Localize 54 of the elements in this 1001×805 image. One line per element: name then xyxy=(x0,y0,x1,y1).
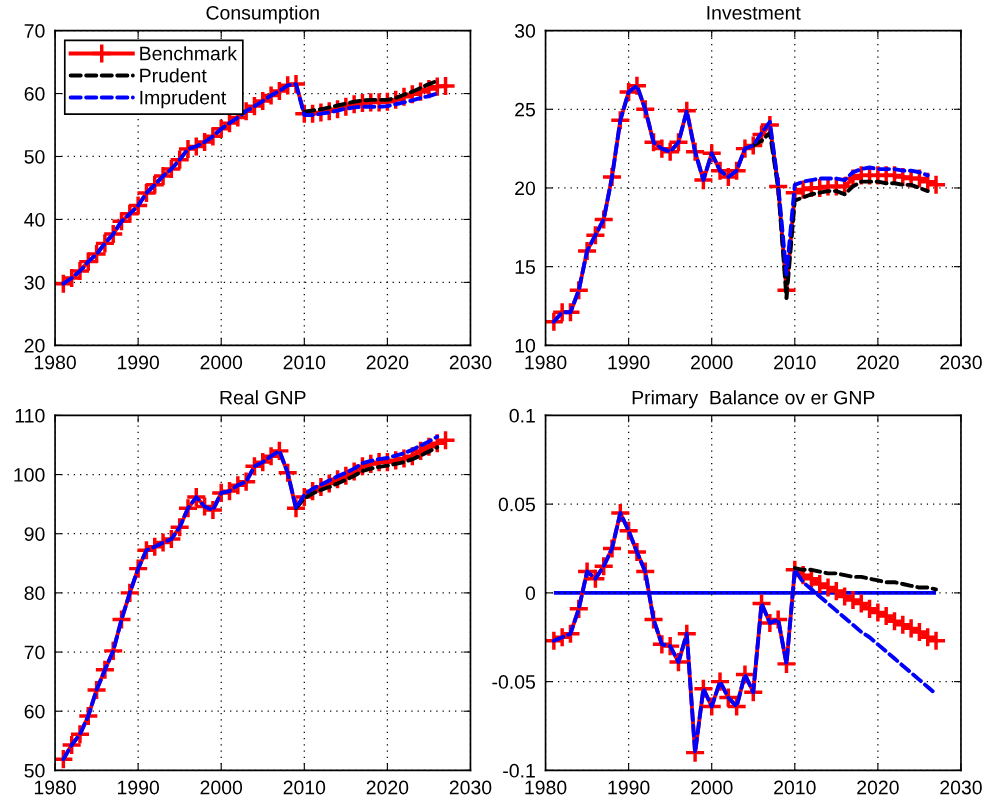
x-tick-label: 2010 xyxy=(774,780,816,795)
legend-label: Prudent xyxy=(140,68,207,83)
y-tick-label: 40 xyxy=(24,212,45,227)
y-tick-label: 30 xyxy=(514,24,536,38)
x-tick-label: 1980 xyxy=(34,355,76,370)
x-tick-label: 2030 xyxy=(940,780,982,795)
y-tick-label: 90 xyxy=(24,527,45,541)
x-tick-label: 1990 xyxy=(117,355,160,370)
y-tick-label: -0.05 xyxy=(492,675,536,689)
y-tick-label: 30 xyxy=(24,275,45,290)
x-tick-label: 2030 xyxy=(449,355,492,370)
y-tick-label: -0.1 xyxy=(503,763,535,778)
x-tick-label: 2020 xyxy=(857,780,899,795)
x-tick-label: 2000 xyxy=(691,355,733,370)
y-tick-label: 110 xyxy=(15,408,45,423)
x-tick-label: 2010 xyxy=(283,780,326,795)
y-tick-label: 70 xyxy=(24,24,45,38)
y-tick-label: 70 xyxy=(24,645,45,660)
y-tick-label: 20 xyxy=(515,181,536,196)
x-tick-label: 1990 xyxy=(608,780,650,795)
legend-label: Imprudent xyxy=(140,90,227,109)
chart-title: Real GNP xyxy=(220,390,306,405)
x-tick-label: 2000 xyxy=(200,780,243,795)
x-tick-label: 2030 xyxy=(449,780,492,795)
y-tick-label: 50 xyxy=(24,763,45,778)
x-tick-label: 2010 xyxy=(283,355,326,370)
legend-label: Benchmark xyxy=(140,46,238,61)
x-tick-label: 2000 xyxy=(691,780,733,795)
y-tick-label: 50 xyxy=(24,149,45,164)
y-tick-label: 100 xyxy=(14,468,45,482)
y-tick-label: 60 xyxy=(24,87,45,101)
x-tick-label: 2030 xyxy=(940,355,982,370)
y-tick-label: 25 xyxy=(515,102,536,117)
x-tick-label: 1980 xyxy=(525,355,567,370)
y-tick-label: 0.1 xyxy=(509,408,535,423)
x-tick-label: 2020 xyxy=(857,355,899,370)
x-tick-label: 1990 xyxy=(608,355,650,370)
x-tick-label: 2000 xyxy=(200,355,243,370)
x-tick-label: 1980 xyxy=(34,780,76,795)
x-tick-label: 1990 xyxy=(117,780,160,795)
x-tick-label: 1980 xyxy=(525,780,567,795)
y-tick-label: 20 xyxy=(24,338,45,353)
x-tick-label: 2010 xyxy=(774,355,816,370)
y-tick-label: 60 xyxy=(24,704,45,719)
chart-title: Consumption xyxy=(206,5,319,24)
x-tick-label: 2020 xyxy=(366,780,409,795)
y-tick-label: 0.05 xyxy=(498,497,536,512)
y-tick-label: 15 xyxy=(515,260,536,274)
y-tick-label: 10 xyxy=(515,338,536,353)
x-tick-label: 2020 xyxy=(366,355,409,370)
chart-title: Primary Balance ov er GNP xyxy=(632,390,875,409)
chart-title: Investment xyxy=(707,6,801,20)
y-tick-label: 0 xyxy=(525,586,536,601)
y-tick-label: 80 xyxy=(24,586,45,601)
